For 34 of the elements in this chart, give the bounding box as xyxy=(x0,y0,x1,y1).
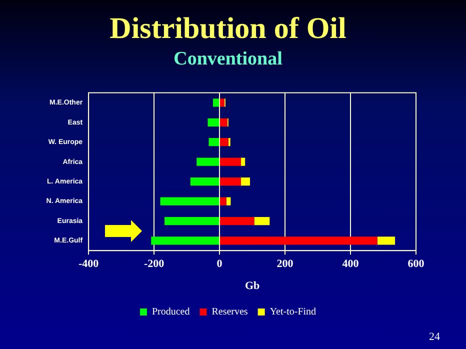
bar xyxy=(240,158,246,166)
bar xyxy=(220,236,378,245)
bar xyxy=(220,197,226,206)
x-tick-label: -400 xyxy=(78,258,100,270)
x-tick-label: 600 xyxy=(408,258,425,270)
bar xyxy=(208,118,220,126)
x-tick-label: 400 xyxy=(342,258,360,270)
bar xyxy=(164,216,220,226)
bar xyxy=(220,98,224,107)
x-axis-title: Gb xyxy=(244,280,260,292)
text: 24 xyxy=(429,331,440,343)
bar xyxy=(196,158,220,166)
bar xyxy=(240,177,250,186)
bar xyxy=(254,216,270,226)
chart-title: Distribution of Oil xyxy=(110,12,346,45)
bar xyxy=(160,197,220,206)
bar xyxy=(220,138,228,146)
bar xyxy=(220,177,241,186)
x-tick-label: 200 xyxy=(276,258,294,270)
chart-subtitle: Conventional xyxy=(174,48,282,70)
bar xyxy=(190,177,220,186)
bar xyxy=(220,216,254,226)
bar xyxy=(377,236,396,245)
bar xyxy=(208,138,220,146)
x-tick-label: -200 xyxy=(144,258,165,270)
legend-label: Produced xyxy=(152,306,190,318)
bar xyxy=(212,98,220,107)
bar xyxy=(220,118,228,126)
bar xyxy=(220,158,241,166)
legend-label: Yet-to-Find xyxy=(270,306,316,318)
bar xyxy=(151,236,220,245)
legend-label: Reserves xyxy=(212,306,248,318)
x-tick-label: 0 xyxy=(216,258,223,270)
bar xyxy=(226,197,231,206)
